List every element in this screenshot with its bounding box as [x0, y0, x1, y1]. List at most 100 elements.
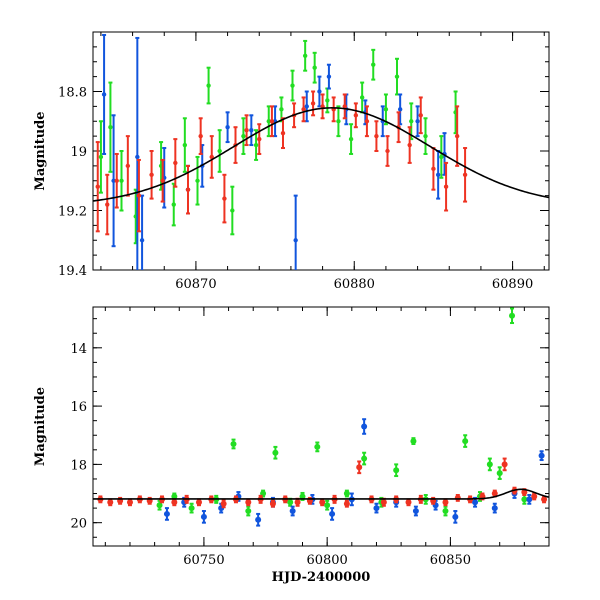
data-point: [423, 133, 428, 139]
y-tick-label: 18.8: [58, 86, 87, 101]
data-point: [255, 516, 262, 523]
data-point: [200, 513, 207, 520]
data-point: [185, 187, 191, 192]
data-point: [171, 202, 176, 207]
data-point: [496, 470, 503, 477]
data-point: [373, 505, 380, 512]
data-point: [394, 74, 400, 79]
data-point: [454, 494, 461, 501]
data-point: [364, 119, 370, 124]
y-tick-label: 14: [70, 342, 87, 357]
data-point: [139, 238, 145, 243]
data-point: [269, 119, 275, 124]
y-axis-label: Magnitude: [33, 111, 48, 190]
x-tick-label: 60870: [175, 277, 216, 292]
data-point: [501, 461, 508, 468]
data-point: [301, 107, 306, 112]
data-point: [361, 455, 368, 462]
data-point: [356, 464, 363, 471]
top-panel-zoom: 60870 60880 60890 18.8 19 19.2 19.4 Magnitude: [33, 31, 550, 292]
data-point: [290, 83, 295, 88]
data-point: [329, 510, 336, 517]
data-point: [171, 493, 178, 500]
model-curve: [93, 488, 549, 500]
data-point: [114, 178, 119, 183]
data-point: [462, 438, 469, 445]
data-point: [383, 107, 389, 112]
data-point: [443, 184, 449, 189]
data-point: [442, 499, 449, 506]
data-point: [299, 493, 306, 500]
data-point: [405, 499, 412, 506]
data-point: [225, 125, 230, 130]
data-point: [454, 133, 460, 139]
data-point: [359, 95, 365, 100]
model-curve: [93, 107, 549, 202]
series-g: [98, 39, 458, 245]
data-point: [217, 148, 222, 154]
data-point: [105, 202, 110, 207]
data-point: [287, 499, 294, 506]
data-point: [108, 125, 113, 130]
data-point: [209, 154, 214, 160]
data-point: [439, 154, 444, 160]
data-point: [244, 127, 249, 133]
data-point: [541, 496, 548, 503]
data-point: [374, 133, 379, 139]
data-point: [241, 133, 246, 139]
data-point: [509, 312, 516, 319]
y-tick-label: 19: [70, 145, 87, 160]
data-point: [269, 500, 276, 507]
data-point: [538, 452, 545, 459]
data-point: [149, 172, 154, 177]
data-point: [452, 513, 459, 520]
x-tick-label: 60800: [306, 553, 347, 568]
data-point: [280, 130, 286, 136]
data-point: [326, 74, 332, 79]
data-point: [171, 499, 178, 506]
data-point: [310, 101, 316, 106]
data-point: [245, 499, 252, 506]
data-point: [289, 508, 296, 515]
data-point: [385, 148, 390, 154]
data-point: [412, 508, 419, 515]
data-point: [156, 502, 163, 509]
y-tick-label: 19.4: [58, 264, 87, 279]
data-point: [279, 107, 284, 112]
data-point: [220, 500, 227, 507]
data-point: [312, 65, 317, 70]
data-point: [253, 142, 259, 148]
data-point: [230, 440, 237, 447]
data-point: [415, 119, 420, 124]
series-b: [163, 418, 545, 527]
data-point: [348, 136, 354, 142]
data-point: [230, 208, 235, 213]
data-point: [409, 119, 414, 124]
data-point: [95, 184, 100, 189]
x-tick-label: 60750: [183, 553, 224, 568]
data-point: [188, 505, 195, 512]
data-point: [324, 502, 331, 509]
y-tick-label: 19.2: [58, 205, 87, 220]
data-point: [182, 142, 188, 148]
data-point: [294, 499, 301, 506]
data-point: [195, 499, 202, 506]
data-point: [304, 104, 309, 109]
data-point: [119, 178, 124, 183]
data-point: [462, 172, 468, 177]
data-point: [107, 499, 114, 506]
x-axis-label: HJD-2400000: [272, 570, 371, 585]
data-point: [353, 113, 359, 118]
data-point: [206, 83, 211, 88]
data-point: [319, 499, 326, 506]
data-point: [257, 136, 262, 142]
data-point: [343, 490, 350, 497]
data-point: [380, 499, 387, 506]
data-point: [163, 510, 170, 517]
data-point: [521, 496, 528, 503]
y-axis-label: Magnitude: [33, 387, 48, 466]
data-point: [371, 62, 376, 67]
data-point: [135, 154, 140, 160]
data-point: [111, 178, 116, 183]
data-point: [435, 172, 441, 177]
